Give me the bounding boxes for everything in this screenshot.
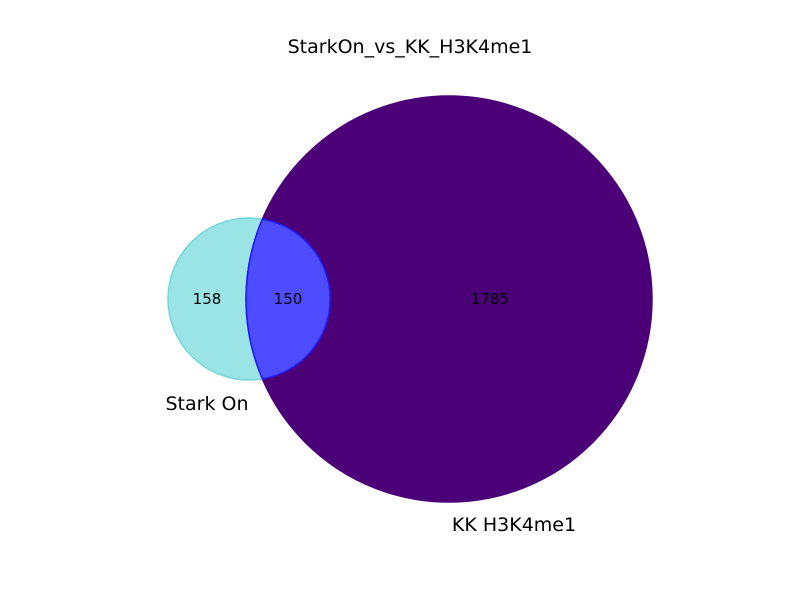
- intersection-outline: [245, 218, 331, 380]
- count-only-b: 1785: [471, 290, 509, 308]
- chart-title: StarkOn_vs_KK_H3K4me1: [288, 36, 533, 58]
- set-b-label: KK H3K4me1: [452, 514, 576, 536]
- count-intersection: 150: [274, 290, 303, 308]
- count-only-a: 158: [193, 290, 222, 308]
- set-a-label: Stark On: [165, 393, 248, 415]
